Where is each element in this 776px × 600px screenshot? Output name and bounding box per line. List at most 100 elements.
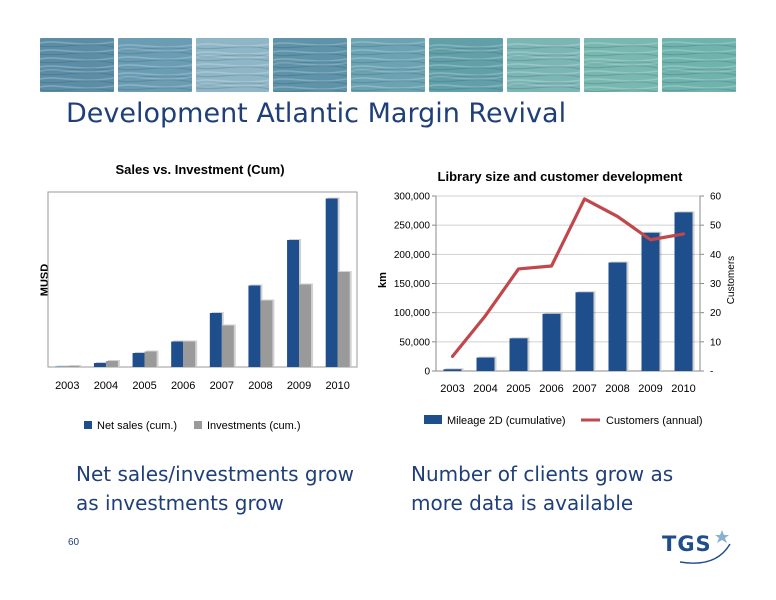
y-tick-label: 250,000 (394, 221, 431, 232)
banner-grain (428, 72, 503, 76)
banner-grain (662, 52, 737, 56)
x-tick-label: 2010 (671, 383, 695, 395)
banner-grain (584, 73, 659, 77)
x-tick-label: 2008 (605, 383, 629, 395)
library-customer-chart: Library size and customer development km C… (370, 160, 750, 440)
bar (299, 284, 312, 367)
bar (674, 212, 693, 371)
banner-grain (506, 55, 581, 59)
banner-grain (117, 87, 192, 91)
banner-tile (117, 38, 192, 92)
banner-tile (351, 38, 425, 92)
banner-grain (195, 86, 270, 90)
banner-grain (428, 75, 503, 79)
banner-grain (506, 51, 581, 55)
banner-grain (117, 48, 192, 52)
banner-grain (506, 79, 581, 83)
banner-grain (428, 84, 503, 88)
banner-grain (273, 86, 348, 90)
bar (105, 361, 118, 367)
banner-grain (117, 67, 192, 71)
banner-tile (273, 38, 348, 92)
banner-grain (117, 44, 192, 48)
y2-tick-label: 10 (710, 337, 722, 348)
banner-grain (117, 59, 192, 63)
banner-grain (584, 50, 659, 54)
x-tick-label: 2003 (55, 380, 79, 392)
sales-investment-chart: Sales vs. Investment (Cum) MUSD 2003 2004 20… (30, 155, 370, 445)
banner-grain (40, 85, 114, 89)
banner-tile (40, 38, 114, 92)
banner-tile (195, 38, 270, 92)
bar (209, 313, 222, 367)
x-tick-label: 2004 (94, 380, 118, 392)
banner-grain (117, 75, 192, 79)
bar (575, 292, 594, 371)
banner-grain (351, 80, 425, 84)
x-tick-label: 2008 (248, 380, 272, 392)
x-tick-label: 2005 (132, 380, 156, 392)
x-tick-label: 2005 (506, 383, 530, 395)
banner-grain (584, 81, 659, 85)
bar (476, 357, 495, 371)
banner-grain (428, 47, 503, 51)
bar (93, 363, 106, 367)
banner-grain (195, 46, 270, 50)
banner-texture (195, 38, 270, 92)
banner-grain (117, 79, 192, 83)
legend-label: Mileage 2D (cumulative) (447, 415, 566, 427)
header-banner (40, 38, 737, 92)
banner-grain (662, 88, 737, 92)
banner-grain (117, 84, 192, 88)
legend-swatch (424, 415, 442, 424)
bar (443, 369, 462, 371)
banner-grain (662, 57, 737, 61)
banner-grain (40, 69, 114, 73)
banner-grain (40, 57, 114, 61)
banner-grain (428, 79, 503, 83)
y-tick-label: 100,000 (394, 308, 431, 319)
y2-tick-label: 30 (710, 279, 722, 290)
bar (641, 232, 660, 371)
banner-grain (506, 82, 581, 86)
banner-grain (40, 88, 114, 92)
banner-grain (662, 69, 737, 73)
banner-grain (428, 76, 503, 80)
banner-grain (195, 82, 270, 86)
logo-star-icon (679, 530, 731, 564)
banner-grain (273, 45, 348, 49)
banner-grain (351, 69, 425, 73)
banner-grain (506, 54, 581, 58)
banner-grain (506, 71, 581, 75)
banner-grain (428, 64, 503, 68)
banner-grain (351, 44, 425, 48)
banner-grain (506, 74, 581, 78)
banner-grain (662, 85, 737, 89)
slide-title: Development Atlantic Margin Revival (66, 98, 567, 129)
banner-grain (351, 88, 425, 92)
bar (287, 240, 300, 367)
banner-grain (117, 56, 192, 60)
y-tick-label: 150,000 (394, 279, 431, 290)
banner-grain (195, 74, 270, 78)
banner-grain (662, 77, 737, 81)
y2-tick-label: - (710, 367, 713, 378)
banner-grain (40, 49, 114, 53)
banner-grain (506, 63, 581, 67)
y2-tick-label: 20 (710, 308, 722, 319)
banner-grain (351, 85, 425, 89)
x-tick-label: 2003 (440, 383, 464, 395)
banner-texture (584, 38, 659, 92)
banner-grain (428, 51, 503, 55)
banner-grain (428, 44, 503, 48)
banner-grain (273, 61, 348, 65)
bar (55, 366, 68, 367)
banner-grain (273, 62, 348, 66)
caption-right: Number of clients grow as more data is a… (411, 462, 674, 515)
banner-tile (506, 38, 581, 92)
banner-grain (351, 41, 425, 45)
x-tick-label: 2007 (572, 383, 596, 395)
banner-grain (506, 46, 581, 50)
banner-grain (273, 65, 348, 69)
banner-texture (428, 38, 503, 92)
